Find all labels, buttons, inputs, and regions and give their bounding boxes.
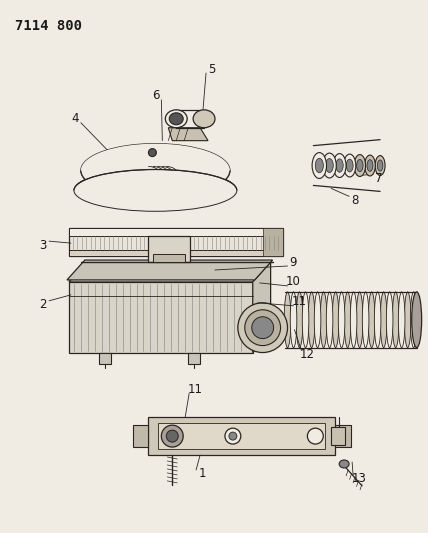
- Ellipse shape: [225, 428, 241, 444]
- Ellipse shape: [333, 154, 346, 177]
- Text: 6: 6: [152, 90, 159, 102]
- Ellipse shape: [412, 292, 422, 348]
- Polygon shape: [69, 262, 270, 282]
- Bar: [69, 250, 282, 256]
- Ellipse shape: [410, 292, 417, 348]
- Bar: [99, 352, 111, 365]
- Bar: [158, 423, 325, 449]
- Text: 8: 8: [351, 194, 359, 207]
- Ellipse shape: [369, 292, 375, 348]
- Ellipse shape: [367, 160, 373, 172]
- Ellipse shape: [81, 144, 230, 197]
- Ellipse shape: [374, 292, 381, 348]
- Text: 11: 11: [292, 295, 307, 308]
- Ellipse shape: [166, 430, 178, 442]
- Ellipse shape: [354, 155, 366, 176]
- Ellipse shape: [76, 169, 235, 207]
- Ellipse shape: [238, 303, 288, 352]
- Ellipse shape: [398, 292, 405, 348]
- Ellipse shape: [336, 159, 343, 172]
- Ellipse shape: [296, 292, 303, 348]
- Ellipse shape: [315, 158, 323, 173]
- Ellipse shape: [357, 292, 363, 348]
- Ellipse shape: [245, 310, 281, 345]
- Ellipse shape: [161, 425, 183, 447]
- Ellipse shape: [252, 317, 273, 338]
- Text: 3: 3: [39, 239, 47, 252]
- Text: 12: 12: [300, 348, 315, 361]
- Ellipse shape: [344, 154, 356, 177]
- Ellipse shape: [377, 160, 383, 171]
- Ellipse shape: [386, 292, 393, 348]
- Text: 9: 9: [290, 255, 297, 269]
- Ellipse shape: [165, 110, 187, 128]
- Ellipse shape: [332, 292, 339, 348]
- Ellipse shape: [380, 292, 387, 348]
- Ellipse shape: [363, 292, 369, 348]
- Polygon shape: [67, 260, 273, 280]
- Ellipse shape: [344, 292, 351, 348]
- Polygon shape: [69, 282, 253, 352]
- Ellipse shape: [308, 292, 315, 348]
- Polygon shape: [253, 262, 270, 352]
- Text: 11: 11: [187, 383, 202, 396]
- Ellipse shape: [339, 460, 349, 468]
- Ellipse shape: [323, 153, 336, 178]
- Ellipse shape: [81, 144, 230, 197]
- Ellipse shape: [284, 292, 291, 348]
- Ellipse shape: [229, 432, 237, 440]
- Ellipse shape: [365, 155, 375, 176]
- Bar: [188, 352, 200, 365]
- Ellipse shape: [307, 428, 323, 444]
- Ellipse shape: [350, 292, 357, 348]
- Ellipse shape: [302, 292, 309, 348]
- Ellipse shape: [149, 149, 156, 157]
- Bar: [149, 236, 190, 262]
- Text: 1: 1: [198, 467, 206, 480]
- Ellipse shape: [404, 292, 411, 348]
- Ellipse shape: [169, 113, 183, 125]
- Polygon shape: [168, 128, 208, 141]
- Ellipse shape: [83, 169, 228, 199]
- Ellipse shape: [357, 159, 363, 172]
- Bar: [153, 254, 185, 262]
- Text: 7114 800: 7114 800: [15, 19, 82, 33]
- Ellipse shape: [338, 292, 345, 348]
- Bar: [69, 228, 282, 236]
- Ellipse shape: [290, 292, 297, 348]
- Ellipse shape: [312, 152, 327, 179]
- Ellipse shape: [326, 158, 333, 173]
- Ellipse shape: [326, 292, 333, 348]
- Text: 4: 4: [71, 112, 79, 125]
- Bar: [263, 228, 282, 256]
- Text: 2: 2: [39, 298, 47, 311]
- Text: 10: 10: [286, 276, 301, 288]
- Bar: [331, 427, 345, 445]
- Bar: [69, 228, 282, 256]
- Ellipse shape: [375, 156, 385, 175]
- Ellipse shape: [392, 292, 399, 348]
- Ellipse shape: [314, 292, 321, 348]
- Ellipse shape: [193, 110, 215, 128]
- Polygon shape: [133, 425, 149, 447]
- Text: 13: 13: [352, 472, 366, 486]
- Ellipse shape: [346, 159, 353, 172]
- Bar: [149, 417, 335, 455]
- Polygon shape: [335, 425, 351, 447]
- Text: 5: 5: [208, 62, 216, 76]
- Ellipse shape: [74, 169, 237, 211]
- Text: 7: 7: [375, 172, 383, 185]
- Ellipse shape: [320, 292, 327, 348]
